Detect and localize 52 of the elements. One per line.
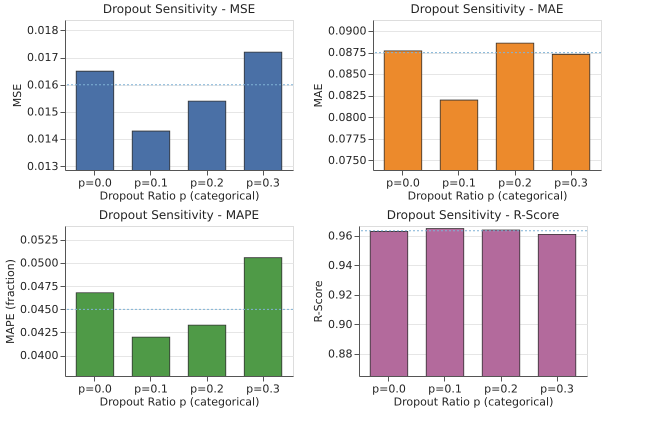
y-tick-label: 0.014 <box>27 132 58 146</box>
x-tick-label: p=0.1 <box>134 176 168 190</box>
x-axis-title: Dropout Ratio p (categorical) <box>100 396 260 408</box>
x-tick-label: p=0.2 <box>190 176 224 190</box>
x-tick-label: p=0.3 <box>540 382 574 396</box>
x-tick-label: p=0.0 <box>386 176 420 190</box>
y-tick-label: 0.96 <box>328 229 352 242</box>
y-tick-label: 0.0800 <box>328 110 366 124</box>
x-axis-title: Dropout Ratio p (categorical) <box>408 190 568 202</box>
y-axis-title: MAPE (fraction) <box>4 259 18 344</box>
y-tick-label: 0.0825 <box>328 89 366 102</box>
x-tick-label: p=0.1 <box>442 176 476 190</box>
x-tick-label: p=0.2 <box>190 382 224 396</box>
y-tick-label: 0.0500 <box>20 256 58 270</box>
y-axis-title: MAE <box>312 83 326 108</box>
x-tick-label: p=0.0 <box>78 176 112 190</box>
y-tick-label: 0.013 <box>27 160 58 173</box>
y-axis-title: R-Score <box>312 280 326 322</box>
chart-title: Dropout Sensitivity - MAE <box>410 2 564 16</box>
y-tick-label: 0.015 <box>27 106 58 119</box>
y-tick-label: 0.018 <box>27 24 58 37</box>
x-tick-label: p=0.3 <box>246 176 280 190</box>
x-axis-title: Dropout Ratio p (categorical) <box>100 190 260 202</box>
y-axis-title: MSE <box>11 84 24 108</box>
y-tick-label: 0.0775 <box>328 132 366 146</box>
y-tick-label: 0.92 <box>328 288 352 302</box>
chart-title: Dropout Sensitivity - MAPE <box>98 208 260 222</box>
x-tick-label: p=0.3 <box>554 176 588 190</box>
chart-title: Dropout Sensitivity - MSE <box>102 2 256 16</box>
x-tick-label: p=0.2 <box>484 382 518 396</box>
y-tick-label: 0.94 <box>328 258 352 272</box>
y-tick-label: 0.88 <box>328 347 352 360</box>
x-tick-label: p=0.3 <box>246 382 280 396</box>
x-tick-label: p=0.2 <box>498 176 532 190</box>
y-tick-label: 0.0875 <box>328 46 366 60</box>
y-tick-label: 0.0425 <box>20 326 58 339</box>
x-tick-label: p=0.1 <box>428 382 462 396</box>
x-tick-label: p=0.0 <box>372 382 406 396</box>
y-tick-label: 0.017 <box>27 51 58 64</box>
y-tick-label: 0.016 <box>27 78 58 92</box>
chart-title: Dropout Sensitivity - R-Score <box>386 208 560 222</box>
y-tick-label: 0.0475 <box>20 280 58 293</box>
x-tick-label: p=0.1 <box>134 382 168 396</box>
y-tick-label: 0.0400 <box>20 349 58 362</box>
x-axis-title: Dropout Ratio p (categorical) <box>394 396 554 408</box>
y-tick-label: 0.0900 <box>328 24 366 38</box>
y-tick-label: 0.0450 <box>20 302 58 316</box>
y-tick-label: 0.0750 <box>328 154 366 167</box>
y-tick-label: 0.0525 <box>20 234 58 247</box>
x-tick-label: p=0.0 <box>78 382 112 396</box>
y-tick-label: 0.90 <box>328 318 352 331</box>
y-tick-label: 0.0850 <box>328 68 366 81</box>
